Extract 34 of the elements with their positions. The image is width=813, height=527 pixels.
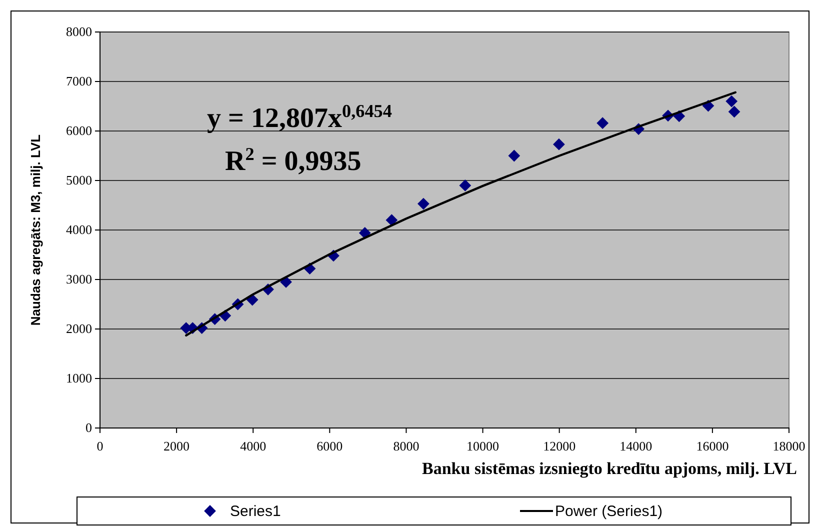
point [459,180,472,192]
x-tick-label: 4000 [240,438,266,454]
x-tick-label: 6000 [316,438,343,454]
annotation: y = 12,807x$^{0,6454}$ [207,101,392,134]
legend-label: Series1 [230,503,281,520]
x-axis-title: Banku sistēmas izsniegto kredītu apjoms, milj. LVL [422,459,797,478]
y-tick-label: 1000 [66,370,92,386]
x-tick-label: 16000 [696,438,729,454]
y-tick-label: 0 [86,420,92,436]
point [418,198,430,210]
y-tick-label: 7000 [66,74,92,89]
point [386,214,398,226]
y-tick-label: 6000 [66,123,92,138]
annotation: R$^{2}$ = 0,9935 [225,144,362,177]
y-tick-label: 5000 [66,172,92,188]
y-tick-label: 8000 [66,24,92,40]
x-tick-label: 0 [96,438,104,454]
y-axis-title: Naudas agregāts: M3, milj. LVL [28,134,43,326]
point [358,227,371,239]
point [726,95,738,108]
point [728,106,740,118]
point [553,138,565,150]
x-tick-label: 10000 [466,438,500,454]
x-tick-label: 8000 [393,438,420,454]
y-tick-label: 3000 [66,272,92,287]
x-tick-label: 14000 [620,438,652,454]
y-tick-label: 4000 [66,222,92,238]
legend-label: Power (Series1) [555,503,663,520]
x-tick-label: 18000 [772,438,806,454]
y-tick-label: 2000 [66,321,92,336]
point [508,150,520,162]
x-tick-label: 2000 [164,438,190,454]
point [596,117,609,130]
x-tick-label: 12000 [543,438,576,454]
